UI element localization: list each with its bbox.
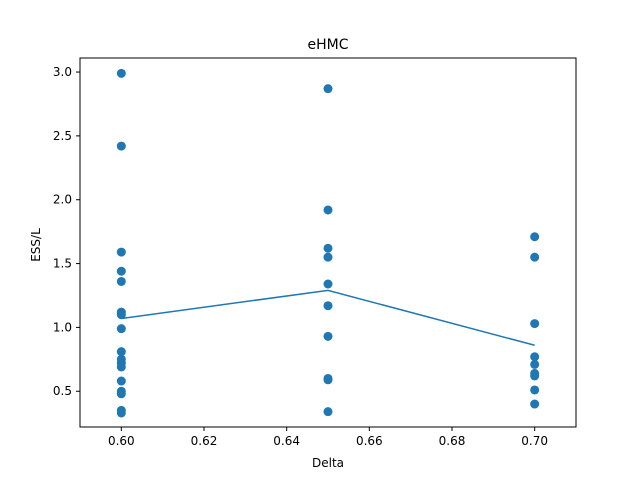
data-point <box>323 375 333 385</box>
data-point <box>323 205 333 215</box>
data-point <box>323 243 333 253</box>
data-point <box>323 301 333 311</box>
y-tick-label: 1.0 <box>53 320 72 334</box>
y-tick-label: 3.0 <box>53 65 72 79</box>
y-tick-label: 2.0 <box>53 193 72 207</box>
data-point <box>116 408 126 418</box>
data-point <box>116 247 126 257</box>
data-point <box>116 362 126 372</box>
data-point <box>116 276 126 286</box>
mean-line <box>121 289 535 347</box>
x-tick-label: 0.60 <box>108 434 135 448</box>
y-tick-label: 2.5 <box>53 129 72 143</box>
y-tick-label: 0.5 <box>53 384 72 398</box>
x-tick-label: 0.64 <box>273 434 300 448</box>
data-point <box>323 407 333 417</box>
data-point <box>116 347 126 357</box>
data-point <box>116 324 126 334</box>
x-tick-label: 0.68 <box>439 434 466 448</box>
plot-frame <box>79 57 577 428</box>
data-point <box>530 359 540 369</box>
chart-title: eHMC <box>308 37 349 53</box>
x-axis-label: Delta <box>312 456 344 470</box>
data-point <box>116 266 126 276</box>
data-point <box>323 279 333 289</box>
data-point <box>530 232 540 242</box>
y-axis-label: ESS/L <box>29 228 43 262</box>
data-point <box>530 352 540 362</box>
y-tick-label: 1.5 <box>53 257 72 271</box>
data-point <box>323 331 333 341</box>
data-point <box>323 84 333 94</box>
data-point <box>116 310 126 320</box>
data-point <box>530 319 540 329</box>
data-point <box>116 389 126 399</box>
data-point <box>116 376 126 386</box>
data-point <box>116 141 126 151</box>
x-tick-label: 0.66 <box>356 434 383 448</box>
data-point <box>530 399 540 409</box>
x-tick-label: 0.70 <box>521 434 548 448</box>
data-point <box>530 252 540 262</box>
data-point <box>530 371 540 381</box>
x-tick-label: 0.62 <box>191 434 218 448</box>
data-point <box>530 385 540 395</box>
data-point <box>323 252 333 262</box>
plot-content: 0.60 0.62 0.64 0.66 0.68 0.70 0.5 1.0 1.5 2.0 2.5 3… <box>53 65 548 448</box>
data-point <box>116 68 126 78</box>
